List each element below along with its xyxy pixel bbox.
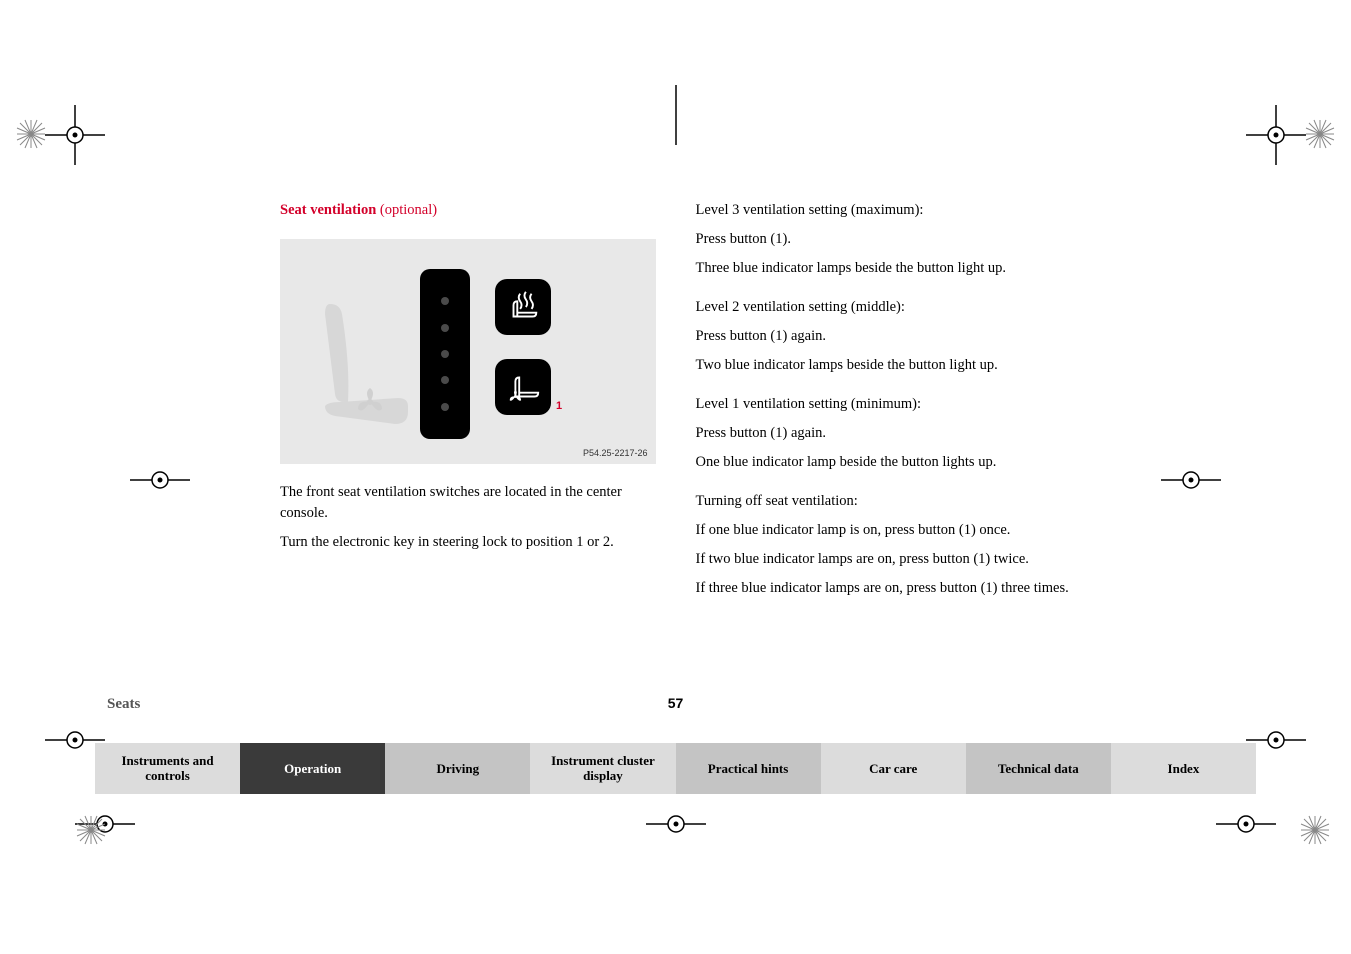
crop-mark-icon	[130, 450, 190, 510]
crop-mark-icon	[1246, 105, 1306, 165]
page-footer: Seats 57 Instruments and controlsOperati…	[95, 695, 1256, 794]
page-number: 57	[668, 695, 684, 711]
seat-silhouette-icon	[300, 294, 420, 434]
instruction-block: Level 2 ventilation setting (middle): Pre…	[696, 297, 1072, 376]
heading-optional: (optional)	[380, 202, 437, 218]
body-text: If two blue indicator lamps are on, pres…	[696, 549, 1072, 570]
body-text: Press button (1) again.	[696, 326, 1072, 347]
crop-mark-icon	[45, 105, 105, 165]
body-text: Turning off seat ventilation:	[696, 491, 1072, 512]
chapter-tab[interactable]: Index	[1111, 743, 1256, 794]
body-text: Turn the electronic key in steering lock…	[280, 532, 656, 553]
page-content: Seat ventilation (optional)	[280, 200, 1071, 617]
body-text: Three blue indicator lamps beside the bu…	[696, 258, 1072, 279]
starburst-icon	[1299, 814, 1331, 846]
seat-heater-button-icon	[495, 279, 551, 335]
instruction-block: Level 1 ventilation setting (minimum): Pr…	[696, 394, 1072, 473]
body-text: The front seat ventilation switches are …	[280, 482, 656, 524]
chapter-tab[interactable]: Instrument cluster display	[530, 743, 675, 794]
body-text: Press button (1).	[696, 229, 1072, 250]
switch-panel-icon	[420, 269, 470, 439]
chapter-tab[interactable]: Driving	[385, 743, 530, 794]
crop-mark-icon	[1216, 794, 1276, 854]
body-text: Two blue indicator lamps beside the butt…	[696, 355, 1072, 376]
footer-section-label: Seats	[107, 696, 140, 713]
body-text: Level 2 ventilation setting (middle):	[696, 297, 1072, 318]
body-text: If three blue indicator lamps are on, pr…	[696, 578, 1072, 599]
right-column: Level 3 ventilation setting (maximum): Pr…	[696, 200, 1072, 617]
heading-title: Seat ventilation	[280, 202, 376, 218]
seat-ventilation-figure: 1 P54.25-2217-26	[280, 239, 656, 464]
instruction-block: Level 3 ventilation setting (maximum): Pr…	[696, 200, 1072, 279]
figure-callout-1: 1	[556, 399, 570, 413]
body-text: One blue indicator lamp beside the butto…	[696, 452, 1072, 473]
body-text: Press button (1) again.	[696, 423, 1072, 444]
body-text: Level 1 ventilation setting (minimum):	[696, 394, 1072, 415]
crop-mark-icon	[646, 794, 706, 854]
seat-ventilation-button-icon	[495, 359, 551, 415]
chapter-tabs: Instruments and controlsOperationDriving…	[95, 743, 1256, 794]
starburst-icon	[75, 814, 107, 846]
section-heading: Seat ventilation (optional)	[280, 200, 656, 221]
starburst-icon	[1304, 118, 1336, 150]
chapter-tab[interactable]: Practical hints	[676, 743, 821, 794]
chapter-tab[interactable]: Technical data	[966, 743, 1111, 794]
body-text: If one blue indicator lamp is on, press …	[696, 520, 1072, 541]
figure-caption: P54.25-2217-26	[583, 447, 648, 460]
starburst-icon	[15, 118, 47, 150]
instruction-block: Turning off seat ventilation: If one blue…	[696, 491, 1072, 599]
crop-mark-icon	[1161, 450, 1221, 510]
chapter-tab[interactable]: Instruments and controls	[95, 743, 240, 794]
chapter-tab[interactable]: Car care	[821, 743, 966, 794]
chapter-tab[interactable]: Operation	[240, 743, 385, 794]
body-text: Level 3 ventilation setting (maximum):	[696, 200, 1072, 221]
left-column: Seat ventilation (optional)	[280, 200, 656, 617]
crop-mark-icon	[646, 85, 706, 145]
